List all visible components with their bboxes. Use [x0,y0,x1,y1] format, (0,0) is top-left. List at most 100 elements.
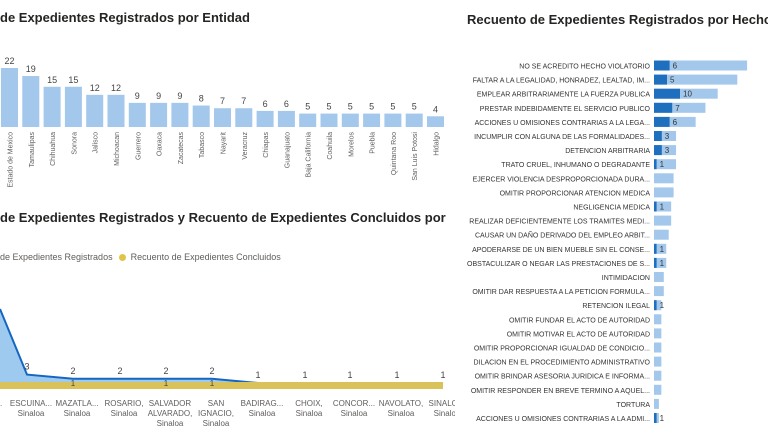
municipality-category-label: BADIRAG... Sinaloa [241,399,284,418]
fact-category-label: NEGLIGENCIA MEDICA [573,205,650,212]
entity-category-label: Tabasco [199,132,206,158]
entity-bar [43,86,61,127]
fact-category-label: INCUMPLIR CON ALGUNA DE LAS FORMALIDADES… [474,134,650,141]
entity-category-label: Oaxaca [157,132,164,156]
legend-item-registrados[interactable]: de Expedientes Registrados [0,252,115,262]
entity-category-label: Sonora [71,132,78,155]
entity-value-label: 5 [412,102,417,112]
fact-bar-highlight [654,102,673,113]
fact-bar-total [654,286,664,297]
municipality-category-label: CONCOR... Sinaloa [333,399,375,418]
registrados-value-label: 2 [209,366,214,376]
fact-category-label: DILACION EN EL PROCEDIMIENTO ADMINISTRAT… [474,360,651,367]
municipality-category-label: MAZATLA... Sinaloa [56,399,99,418]
fact-bar-total [654,229,669,240]
entity-value-label: 15 [68,75,78,85]
fact-category-label: PRESTAR INDEBIDAMENTE EL SERVICIO PUBLIC… [480,106,651,113]
fact-bar-total [654,243,667,254]
entity-category-label: Baja California [306,132,313,178]
registrados-value-label: 1 [302,370,307,380]
municipality-chart-title: de Expedientes Registrados y Recuento de… [0,210,446,225]
fact-bar-highlight [654,116,670,127]
fact-category-label: OMITIR BRINDAR ASESORIA JURIDICA E INFOR… [475,374,650,381]
legend-item-concluidos[interactable]: Recuento de Expedientes Concluidos [119,252,281,262]
registrados-value-label: 3 [24,362,29,372]
entity-bar [64,86,82,127]
fact-category-label: NO SE ACREDITO HECHO VIOLATORIO [519,64,650,71]
concluidos-value-label: 1 [164,379,169,388]
entity-bar [341,113,359,127]
entity-bar [320,113,338,127]
fact-category-label: OMITIR PROPORCIONAR IGUALDAD DE CONDICIO… [474,346,650,353]
fact-bar-highlight [654,131,662,141]
entity-category-label: Jalisco [93,132,100,154]
fact-bar-total [654,398,659,409]
entity-category-label: Morelos [348,132,355,157]
entity-value-label: 5 [305,102,310,112]
fact-bar-total [654,257,667,268]
fact-bar-total [654,131,677,141]
entity-bar [128,102,146,127]
fact-category-label: OMITIR RESPONDER EN BREVE TERMINO A AQUE… [471,388,650,395]
fact-bar-total [654,145,677,156]
entity-value-label: 12 [90,83,100,93]
entity-category-label: Coahuila [327,132,334,160]
fact-value-label: 3 [665,146,670,155]
entity-value-label: 5 [348,102,353,112]
fact-value-label: 1 [660,301,665,310]
fact-value-label: 1 [660,160,665,169]
registrados-value-label: 1 [347,370,352,380]
fact-category-label: INTIMIDACION [602,275,650,282]
entity-value-label: 7 [241,96,246,106]
entity-bar [405,113,423,127]
entity-category-label: Nayarit [221,132,228,154]
municipality-category-label: SINALOA,Sinaloa [429,399,455,418]
fact-value-label: 1 [660,203,665,212]
registrados-value-label: 1 [440,370,445,380]
fact-category-label: DETENCION ARBITRARIA [565,148,650,155]
entity-bar [427,116,444,127]
entity-value-label: 5 [326,102,331,112]
fact-bar-total [654,102,706,113]
legend-label-concluidos: Recuento de Expedientes Concluidos [130,252,281,262]
municipality-chart-legend: de Expedientes Registrados Recuento de E… [0,252,281,262]
fact-category-label: APODERARSE DE UN BIEN MUEBLE SIN EL CONS… [472,247,650,254]
fact-bar-highlight [654,257,657,268]
entity-bar [86,94,104,127]
entity-category-label: Veracruz [242,132,249,160]
entity-value-label: 22 [4,56,14,66]
fact-bar-highlight [654,201,657,212]
fact-category-label: TORTURA [616,402,650,409]
fact-bar-total [654,60,748,71]
fact-category-label: ACCIONES U OMISIONES CONTRARIAS A LA ADM… [476,416,650,423]
fact-value-label: 6 [673,62,678,71]
entity-value-label: 9 [177,91,182,101]
fact-category-label: OBSTACULIZAR O NEGAR LAS PRESTACIONES DE… [467,261,650,268]
entity-category-label: Michoacan [114,132,121,166]
municipality-category-label-partial: . [0,399,2,408]
fact-bar-total [654,370,662,381]
entity-value-label: 19 [26,64,36,74]
registrados-value-label: 1 [255,370,260,380]
fact-bar-total [654,356,662,367]
fact-bar-total [654,159,677,170]
fact-bar-total [654,272,664,282]
municipality-category-label: ROSARIO, Sinaloa [104,399,143,418]
fact-bar-highlight [654,145,662,156]
registrados-value-label: 2 [163,366,168,376]
fact-category-label: CAUSAR UN DAÑO DERIVADO DEL EMPLEO ARBIT… [475,231,650,240]
fact-category-label: FALTAR A LA LEGALIDAD, HONRADEZ, LEALTAD… [473,78,650,85]
fact-category-label: EJERCER VIOLENCIA DESPROPORCIONADA DURA.… [473,176,650,183]
entity-chart-title: de Expedientes Registrados por Entidad [0,10,250,25]
fact-bar-highlight [654,300,657,311]
concluidos-value-label: 1 [210,379,215,388]
fact-bar-total [654,314,662,325]
facts-hbar-chart: NO SE ACREDITO HECHO VIOLATORIO 6 FALTAR A… [467,60,748,423]
municipality-category-label: NAVOLATO, Sinaloa [379,399,423,418]
fact-category-label: REALIZAR DEFICIENTEMENTE LOS TRAMITES ME… [469,219,650,226]
entity-value-label: 6 [263,99,268,109]
entity-bar [256,110,274,127]
entity-bar [277,110,295,127]
municipality-category-label: SAN IGNACIO, Sinaloa [198,399,234,428]
fact-bar-highlight [654,60,670,71]
